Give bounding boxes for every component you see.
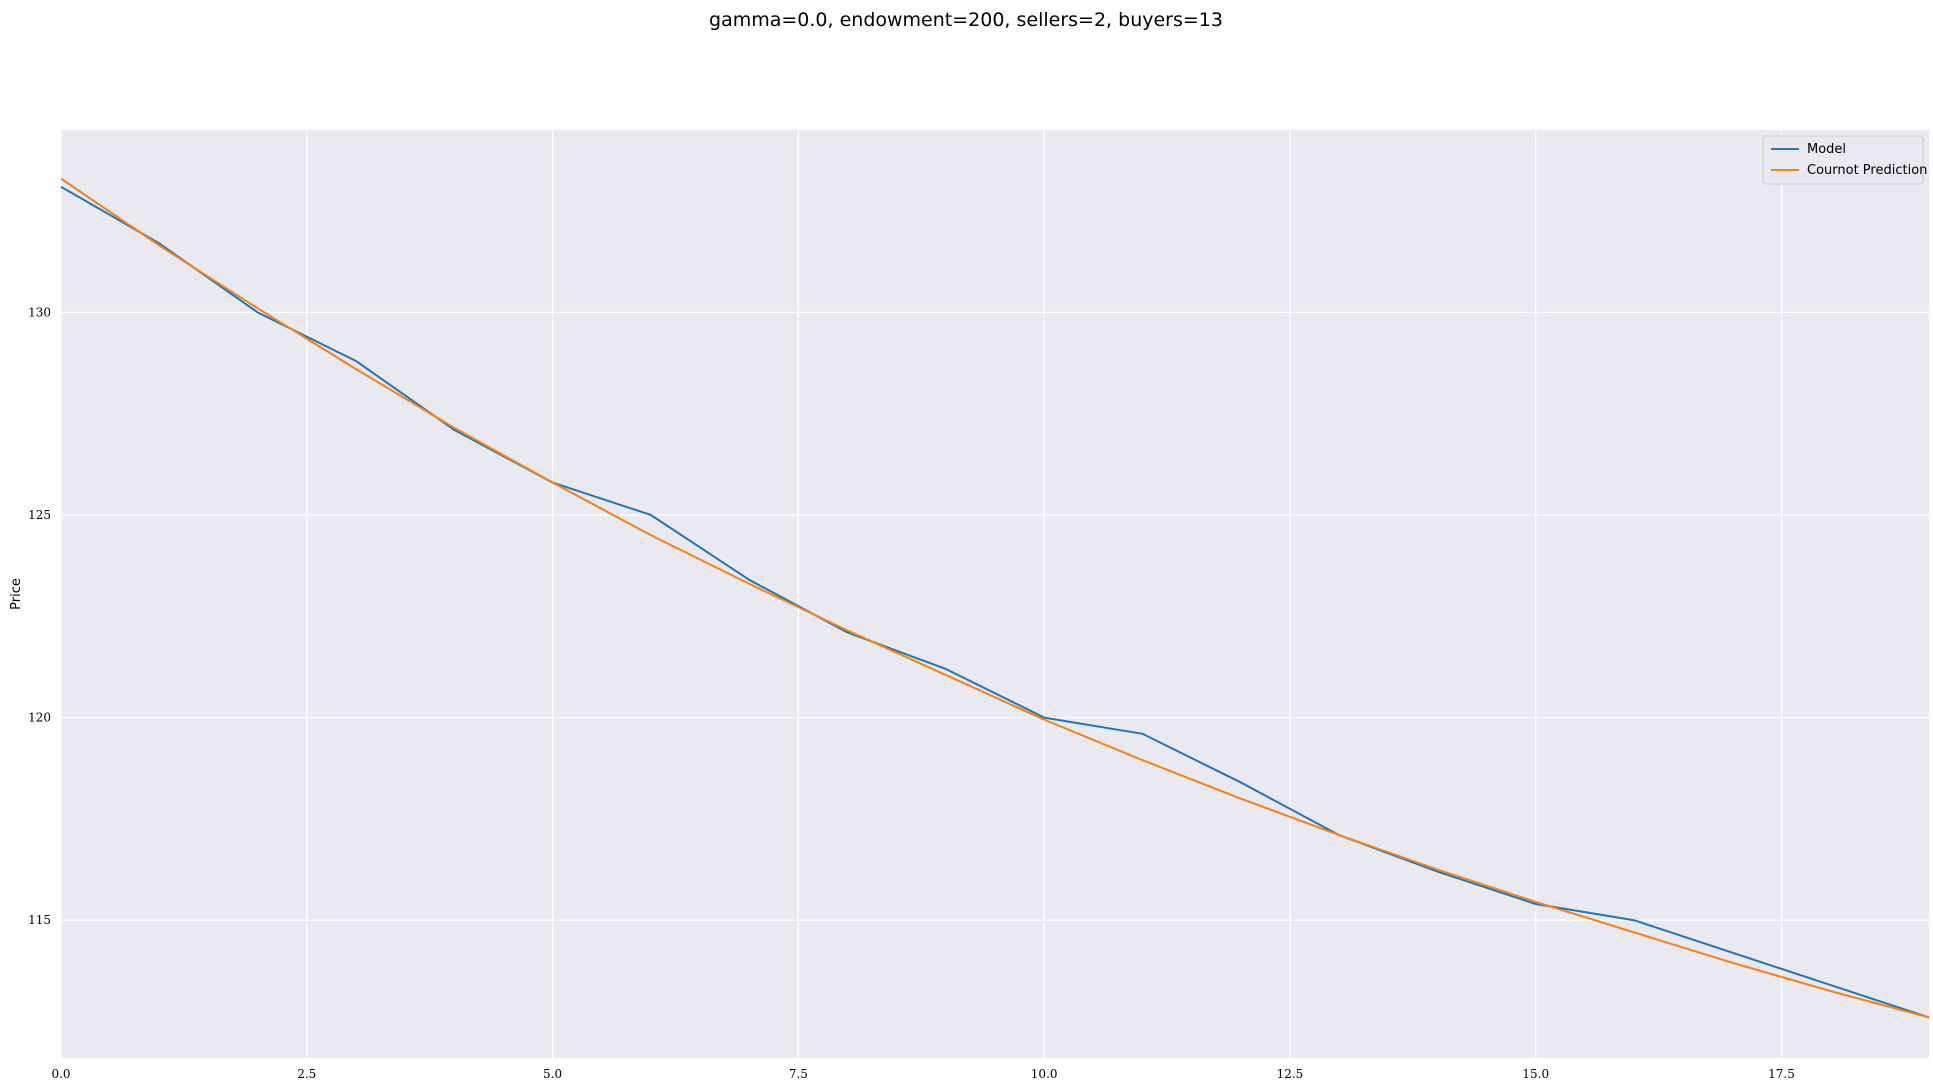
series-layer [60,177,1930,1019]
x-tick-label: 12.5 [1277,1067,1304,1081]
x-tick-label: 0.0 [51,1067,70,1081]
y-axis-ticks: 115 120 125 130 [28,305,51,927]
y-tick-label: 125 [28,508,51,522]
y-tick-label: 120 [28,711,51,725]
x-tick-label: 10.0 [1031,1067,1058,1081]
y-axis-label: Price [9,578,24,610]
gridlines [60,130,1929,1058]
chart-title: gamma=0.0, endowment=200, sellers=2, buy… [709,9,1223,31]
legend-label: Model [1807,142,1846,157]
x-tick-label: 5.0 [543,1067,562,1081]
x-tick-label: 7.5 [789,1067,808,1081]
x-tick-label: 15.0 [1522,1067,1549,1081]
series-line-1 [60,177,1930,1019]
x-axis-ticks: 0.0 2.5 5.0 7.5 10.0 12.5 15.0 17.5 [51,1067,1794,1081]
legend: Model Cournot Prediction [1762,135,1927,185]
y-tick-label: 115 [28,913,51,927]
series-line-0 [60,185,1930,1019]
x-tick-label: 2.5 [297,1067,316,1081]
y-tick-label: 130 [28,305,51,319]
legend-box [1762,135,1924,185]
plot-area [61,130,1929,1058]
legend-label: Cournot Prediction [1807,163,1927,178]
x-tick-label: 17.5 [1768,1067,1795,1081]
